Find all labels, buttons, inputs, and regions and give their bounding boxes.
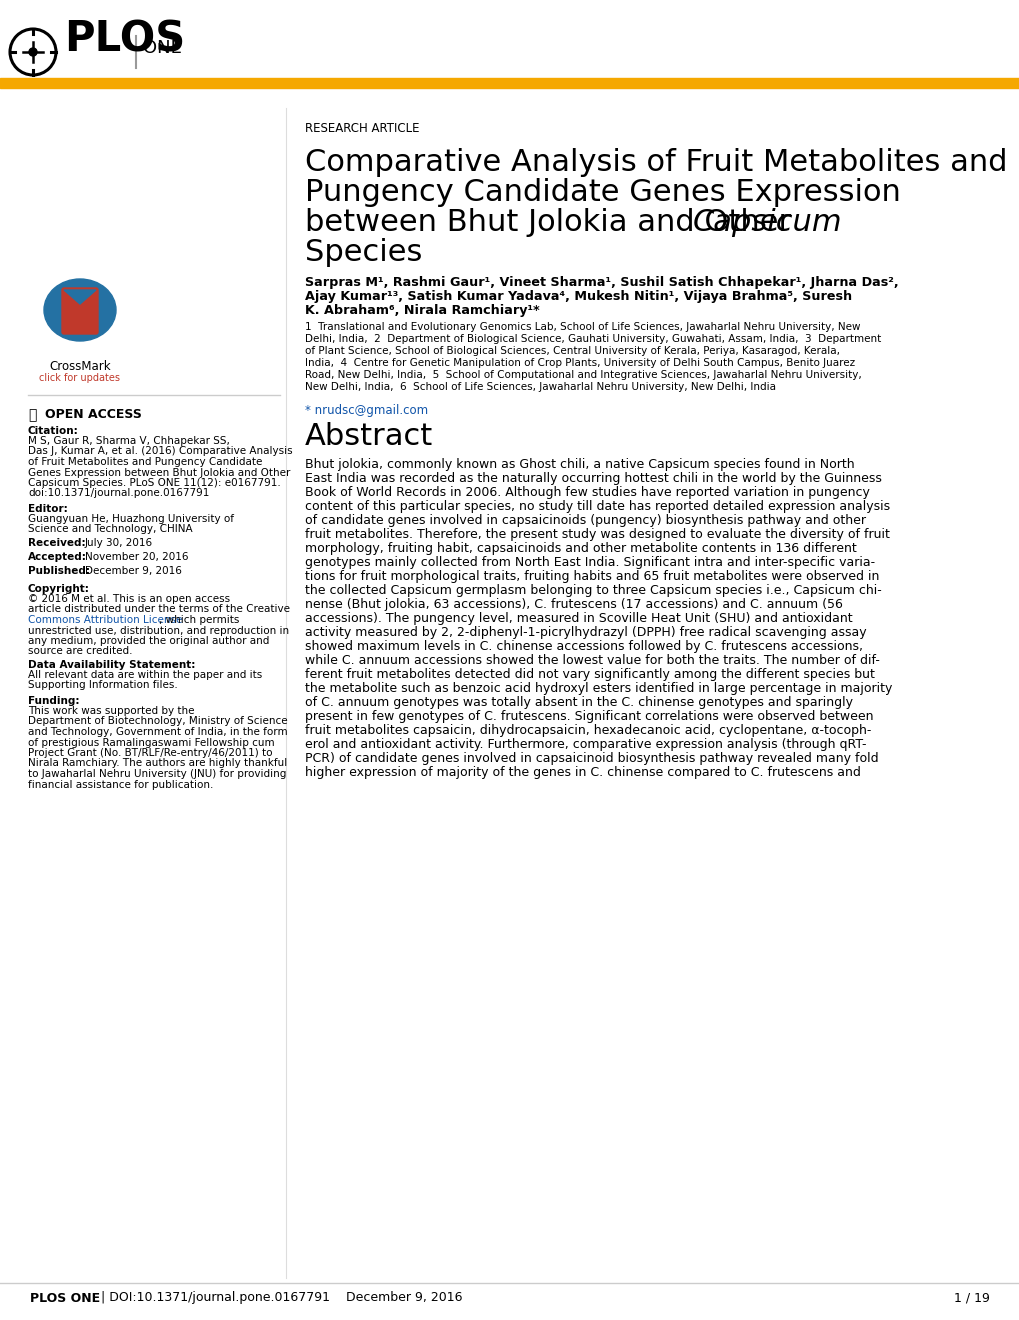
- Text: * nrudsc@gmail.com: * nrudsc@gmail.com: [305, 404, 428, 417]
- Text: Bhut jolokia, commonly known as Ghost chili, a native Capsicum species found in : Bhut jolokia, commonly known as Ghost ch…: [305, 458, 854, 471]
- Text: Copyright:: Copyright:: [28, 583, 90, 594]
- Text: East India was recorded as the naturally occurring hottest chili in the world by: East India was recorded as the naturally…: [305, 473, 881, 484]
- Text: genotypes mainly collected from North East India. Significant intra and inter-sp: genotypes mainly collected from North Ea…: [305, 556, 874, 569]
- Text: higher expression of majority of the genes in C. chinense compared to C. frutesc: higher expression of majority of the gen…: [305, 766, 860, 779]
- Text: , which permits: , which permits: [159, 615, 239, 624]
- Text: of candidate genes involved in capsaicinoids (pungency) biosynthesis pathway and: of candidate genes involved in capsaicin…: [305, 513, 865, 527]
- Ellipse shape: [44, 279, 116, 341]
- Text: accessions). The pungency level, measured in Scoville Heat Unit (SHU) and antiox: accessions). The pungency level, measure…: [305, 612, 852, 624]
- Text: Comparative Analysis of Fruit Metabolites and: Comparative Analysis of Fruit Metabolite…: [305, 148, 1007, 177]
- Text: of prestigious Ramalingaswami Fellowship cum: of prestigious Ramalingaswami Fellowship…: [28, 738, 274, 747]
- Polygon shape: [64, 290, 96, 304]
- Text: Commons Attribution License: Commons Attribution License: [28, 615, 182, 624]
- Text: erol and antioxidant activity. Furthermore, comparative expression analysis (thr: erol and antioxidant activity. Furthermo…: [305, 738, 866, 751]
- Text: Funding:: Funding:: [28, 696, 79, 706]
- Text: Citation:: Citation:: [28, 426, 78, 436]
- Text: Nirala Ramchiary. The authors are highly thankful: Nirala Ramchiary. The authors are highly…: [28, 759, 287, 768]
- Text: Abstract: Abstract: [305, 422, 433, 451]
- Text: between Bhut Jolokia and Other: between Bhut Jolokia and Other: [305, 209, 800, 238]
- Text: PLOS: PLOS: [64, 18, 185, 59]
- Text: New Delhi, India,  6  School of Life Sciences, Jawaharlal Nehru University, New : New Delhi, India, 6 School of Life Scien…: [305, 381, 775, 392]
- Text: OPEN ACCESS: OPEN ACCESS: [45, 408, 142, 421]
- Text: India,  4  Centre for Genetic Manipulation of Crop Plants, University of Delhi S: India, 4 Centre for Genetic Manipulation…: [305, 358, 854, 368]
- Text: financial assistance for publication.: financial assistance for publication.: [28, 780, 213, 789]
- Text: December 9, 2016: December 9, 2016: [85, 566, 181, 576]
- Text: the metabolite such as benzoic acid hydroxyl esters identified in large percenta: the metabolite such as benzoic acid hydr…: [305, 682, 892, 696]
- Text: Received:: Received:: [28, 539, 86, 548]
- Text: present in few genotypes of C. frutescens. Significant correlations were observe: present in few genotypes of C. frutescen…: [305, 710, 872, 723]
- Text: Department of Biotechnology, Ministry of Science: Department of Biotechnology, Ministry of…: [28, 717, 287, 726]
- Text: Editor:: Editor:: [28, 504, 67, 513]
- Bar: [0, 78, 1019, 88]
- Text: showed maximum levels in C. chinense accessions followed by C. frutescens access: showed maximum levels in C. chinense acc…: [305, 640, 862, 653]
- Text: This work was supported by the: This work was supported by the: [28, 706, 195, 715]
- Text: article distributed under the terms of the Creative: article distributed under the terms of t…: [28, 605, 289, 615]
- Text: Accepted:: Accepted:: [28, 552, 87, 562]
- Text: content of this particular species, no study till date has reported detailed exp: content of this particular species, no s…: [305, 500, 890, 513]
- Text: unrestricted use, distribution, and reproduction in: unrestricted use, distribution, and repr…: [28, 626, 288, 635]
- Text: of C. annuum genotypes was totally absent in the C. chinense genotypes and spari: of C. annuum genotypes was totally absen…: [305, 696, 852, 709]
- Text: Das J, Kumar A, et al. (2016) Comparative Analysis: Das J, Kumar A, et al. (2016) Comparativ…: [28, 446, 292, 457]
- Text: ferent fruit metabolites detected did not vary significantly among the different: ferent fruit metabolites detected did no…: [305, 668, 874, 681]
- Text: and Technology, Government of India, in the form: and Technology, Government of India, in …: [28, 727, 287, 737]
- Text: tions for fruit morphological traits, fruiting habits and 65 fruit metabolites w: tions for fruit morphological traits, fr…: [305, 570, 878, 583]
- Text: M S, Gaur R, Sharma V, Chhapekar SS,: M S, Gaur R, Sharma V, Chhapekar SS,: [28, 436, 229, 446]
- Text: nense (Bhut jolokia, 63 accessions), C. frutescens (17 accessions) and C. annuum: nense (Bhut jolokia, 63 accessions), C. …: [305, 598, 842, 611]
- Text: fruit metabolites. Therefore, the present study was designed to evaluate the div: fruit metabolites. Therefore, the presen…: [305, 528, 889, 541]
- Text: Capsicum: Capsicum: [692, 209, 842, 238]
- Text: Guangyuan He, Huazhong University of: Guangyuan He, Huazhong University of: [28, 513, 233, 524]
- Text: PLOS ONE: PLOS ONE: [30, 1291, 100, 1304]
- Text: Capsicum Species. PLoS ONE 11(12): e0167791.: Capsicum Species. PLoS ONE 11(12): e0167…: [28, 478, 280, 488]
- Text: of Plant Science, School of Biological Sciences, Central University of Kerala, P: of Plant Science, School of Biological S…: [305, 346, 840, 356]
- Text: | DOI:10.1371/journal.pone.0167791    December 9, 2016: | DOI:10.1371/journal.pone.0167791 Decem…: [97, 1291, 462, 1304]
- Text: RESEARCH ARTICLE: RESEARCH ARTICLE: [305, 121, 419, 135]
- Text: doi:10.1371/journal.pone.0167791: doi:10.1371/journal.pone.0167791: [28, 488, 209, 499]
- FancyBboxPatch shape: [62, 288, 98, 334]
- Text: the collected Capsicum germplasm belonging to three Capsicum species i.e., Capsi: the collected Capsicum germplasm belongi…: [305, 583, 880, 597]
- Text: CrossMark: CrossMark: [49, 360, 111, 374]
- Text: Species: Species: [305, 238, 422, 267]
- Text: morphology, fruiting habit, capsaicinoids and other metabolite contents in 136 d: morphology, fruiting habit, capsaicinoid…: [305, 543, 856, 554]
- Text: Pungency Candidate Genes Expression: Pungency Candidate Genes Expression: [305, 178, 900, 207]
- Text: of Fruit Metabolites and Pungency Candidate: of Fruit Metabolites and Pungency Candid…: [28, 457, 262, 467]
- Text: Science and Technology, CHINA: Science and Technology, CHINA: [28, 524, 193, 535]
- Text: ONE: ONE: [143, 40, 181, 57]
- Text: any medium, provided the original author and: any medium, provided the original author…: [28, 636, 269, 645]
- Text: November 20, 2016: November 20, 2016: [85, 552, 189, 562]
- Text: to Jawaharlal Nehru University (JNU) for providing: to Jawaharlal Nehru University (JNU) for…: [28, 770, 286, 779]
- Circle shape: [29, 48, 37, 55]
- Text: Genes Expression between Bhut Jolokia and Other: Genes Expression between Bhut Jolokia an…: [28, 467, 290, 478]
- Text: Sarpras M¹, Rashmi Gaur¹, Vineet Sharma¹, Sushil Satish Chhapekar¹, Jharna Das²,: Sarpras M¹, Rashmi Gaur¹, Vineet Sharma¹…: [305, 276, 898, 289]
- Text: Delhi, India,  2  Department of Biological Science, Gauhati University, Guwahati: Delhi, India, 2 Department of Biological…: [305, 334, 880, 345]
- Text: click for updates: click for updates: [40, 374, 120, 383]
- Text: PCR) of candidate genes involved in capsaicinoid biosynthesis pathway revealed m: PCR) of candidate genes involved in caps…: [305, 752, 877, 766]
- Text: K. Abraham⁶, Nirala Ramchiary¹*: K. Abraham⁶, Nirala Ramchiary¹*: [305, 304, 539, 317]
- Text: 1 / 19: 1 / 19: [953, 1291, 989, 1304]
- Text: Road, New Delhi, India,  5  School of Computational and Integrative Sciences, Ja: Road, New Delhi, India, 5 School of Comp…: [305, 370, 861, 380]
- Text: Ajay Kumar¹³, Satish Kumar Yadava⁴, Mukesh Nitin¹, Vijaya Brahma⁵, Suresh: Ajay Kumar¹³, Satish Kumar Yadava⁴, Muke…: [305, 290, 851, 304]
- Text: source are credited.: source are credited.: [28, 647, 132, 656]
- Text: activity measured by 2, 2-diphenyl-1-picrylhydrazyl (DPPH) free radical scavengi: activity measured by 2, 2-diphenyl-1-pic…: [305, 626, 866, 639]
- Text: Book of World Records in 2006. Although few studies have reported variation in p: Book of World Records in 2006. Although …: [305, 486, 869, 499]
- Text: Project Grant (No. BT/RLF/Re-entry/46/2011) to: Project Grant (No. BT/RLF/Re-entry/46/20…: [28, 748, 272, 758]
- Text: while C. annuum accessions showed the lowest value for both the traits. The numb: while C. annuum accessions showed the lo…: [305, 653, 879, 667]
- Text: July 30, 2016: July 30, 2016: [85, 539, 153, 548]
- Text: © 2016 M et al. This is an open access: © 2016 M et al. This is an open access: [28, 594, 230, 605]
- Text: 1  Translational and Evolutionary Genomics Lab, School of Life Sciences, Jawahar: 1 Translational and Evolutionary Genomic…: [305, 322, 860, 333]
- Text: Data Availability Statement:: Data Availability Statement:: [28, 660, 196, 671]
- Text: Supporting Information files.: Supporting Information files.: [28, 681, 177, 690]
- Text: All relevant data are within the paper and its: All relevant data are within the paper a…: [28, 671, 262, 680]
- Text: Published:: Published:: [28, 566, 90, 576]
- Text: 🔒: 🔒: [28, 408, 37, 422]
- Text: fruit metabolites capsaicin, dihydrocapsaicin, hexadecanoic acid, cyclopentane, : fruit metabolites capsaicin, dihydrocaps…: [305, 723, 870, 737]
